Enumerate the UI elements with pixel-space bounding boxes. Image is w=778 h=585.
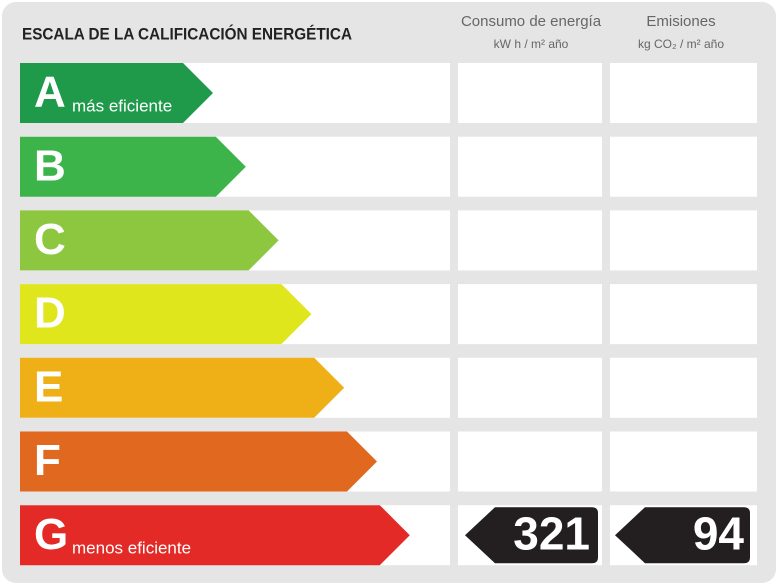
rating-arrow bbox=[20, 284, 312, 345]
rating-arrow bbox=[20, 431, 377, 492]
cell-box bbox=[458, 431, 602, 492]
column-unit: kg CO₂ / m² año bbox=[638, 37, 724, 51]
consumption-value: 321 bbox=[513, 507, 590, 559]
cell-box bbox=[458, 357, 602, 418]
cell-box bbox=[458, 136, 602, 197]
rating-arrow bbox=[20, 63, 213, 123]
cell-box bbox=[610, 63, 757, 123]
cell-box bbox=[610, 284, 757, 345]
cell-box bbox=[610, 136, 757, 197]
column-title: Emisiones bbox=[646, 13, 715, 30]
rating-letter: A bbox=[34, 68, 66, 117]
rating-letter: D bbox=[34, 289, 66, 338]
column-title: Consumo de energía bbox=[461, 13, 602, 30]
column-unit: kW h / m² año bbox=[494, 37, 569, 51]
cell-box bbox=[610, 210, 757, 271]
title: ESCALA DE LA CALIFICACIÓN ENERGÉTICA bbox=[22, 24, 352, 43]
rating-note: menos eficiente bbox=[72, 539, 191, 558]
emissions-value: 94 bbox=[693, 507, 745, 559]
rating-arrow bbox=[20, 136, 246, 197]
cell-box bbox=[458, 210, 602, 271]
rating-letter: E bbox=[34, 362, 63, 411]
rating-letter: F bbox=[34, 436, 61, 485]
rating-letter: C bbox=[34, 215, 66, 264]
value-arrow bbox=[465, 507, 598, 564]
rating-letter: B bbox=[34, 141, 66, 190]
cell-box bbox=[610, 431, 757, 492]
rating-arrow bbox=[20, 505, 410, 566]
cell-box bbox=[610, 357, 757, 418]
rating-arrow bbox=[20, 210, 279, 271]
rating-note: más eficiente bbox=[72, 96, 172, 115]
cell-box bbox=[458, 284, 602, 345]
cell-box bbox=[458, 63, 602, 123]
rating-letter: G bbox=[34, 510, 68, 559]
rating-arrow bbox=[20, 357, 345, 418]
value-arrow bbox=[615, 507, 750, 564]
